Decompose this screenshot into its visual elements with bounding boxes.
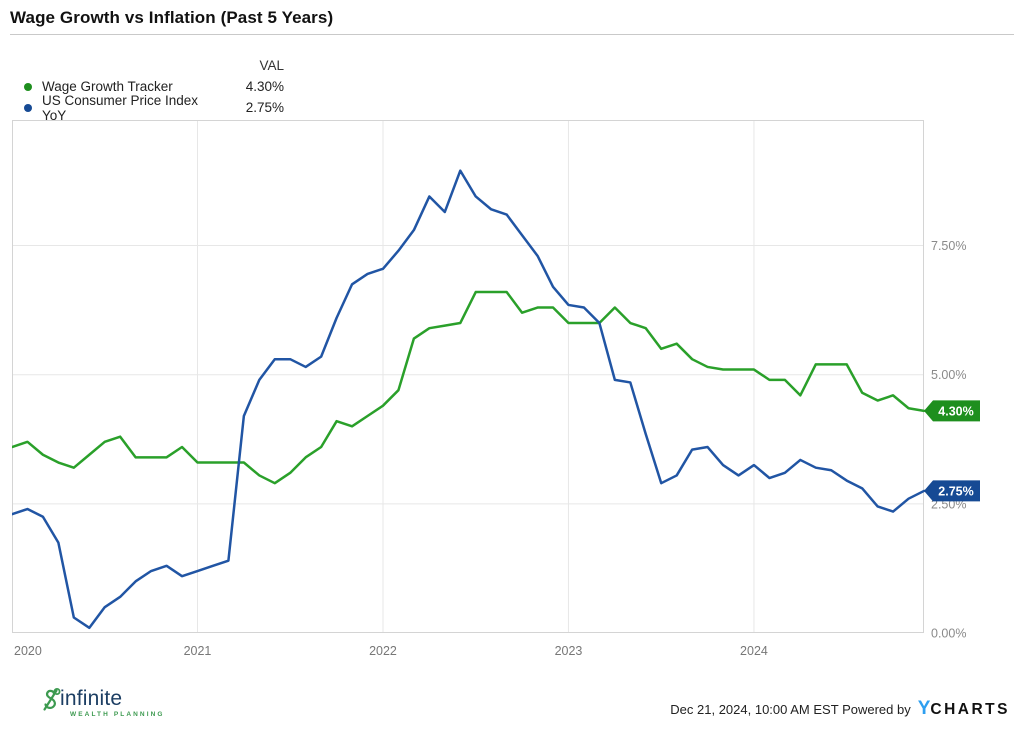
chart-title: Wage Growth vs Inflation (Past 5 Years)	[10, 8, 334, 27]
x-axis-label: 2023	[555, 644, 583, 658]
x-axis-label: 2022	[369, 644, 397, 658]
timestamp-text: Dec 21, 2024, 10:00 AM EST Powered by	[670, 702, 910, 717]
logo-name: infinite	[60, 687, 123, 710]
infinite-wealth-planning-logo: infinite WEALTH PLANNING	[38, 688, 165, 722]
legend-value-wage-growth: 4.30%	[245, 79, 284, 94]
legend-spacer	[24, 62, 32, 70]
svg-text:4.30%: 4.30%	[938, 404, 973, 418]
legend-row-wage-growth: Wage Growth Tracker 4.30%	[24, 76, 284, 97]
ycharts-logo-text: CHARTS	[930, 701, 1010, 718]
x-axis-label: 2020	[14, 644, 42, 658]
logo-subtitle: WEALTH PLANNING	[70, 711, 165, 718]
wage-growth-line	[10, 290, 926, 485]
chart-canvas: 7.50%5.00%2.50%0.00%2020 2021 2022 2023 2024…	[10, 120, 980, 658]
y-axis-label: 0.00%	[931, 627, 966, 641]
y-axis-label: 5.00%	[931, 368, 966, 382]
title-bar: Wage Growth vs Inflation (Past 5 Years)	[10, 8, 1014, 35]
legend: VAL Wage Growth Tracker 4.30% US Consume…	[24, 55, 284, 123]
legend-row-cpi: US Consumer Price Index YoY 2.75%	[24, 93, 284, 123]
wage-growth-value-badge: 4.30%	[924, 400, 980, 422]
x-axis-label: 2024	[740, 644, 768, 658]
legend-header-row: VAL	[24, 55, 284, 76]
legend-val-header: VAL	[259, 58, 284, 73]
dollar-infinity-icon	[43, 688, 61, 711]
footer: infinite WEALTH PLANNING Dec 21, 2024, 1…	[0, 682, 1024, 734]
legend-label-wage-growth: Wage Growth Tracker	[42, 79, 173, 94]
ycharts-logo-y: Y	[917, 698, 931, 719]
chart-plot-area: 7.50% 5.00% 2.50% 0.00% 2020 2021 2022 2023 2024…	[10, 120, 1014, 680]
wage-growth-dot-icon	[24, 82, 32, 91]
powered-by-label: Powered by	[842, 702, 911, 717]
cpi-dot-icon	[24, 103, 32, 112]
svg-text:2.75%: 2.75%	[938, 484, 973, 498]
y-axis-label: 7.50%	[931, 239, 966, 253]
x-axis-label: 2021	[184, 644, 212, 658]
legend-value-cpi: 2.75%	[245, 100, 284, 115]
legend-label-cpi: US Consumer Price Index YoY	[42, 92, 199, 123]
timestamp: Dec 21, 2024, 10:00 AM EST	[670, 702, 839, 717]
plot-border	[12, 120, 924, 633]
cpi-line	[10, 169, 926, 630]
cpi-value-badge: 2.75%	[924, 480, 980, 502]
